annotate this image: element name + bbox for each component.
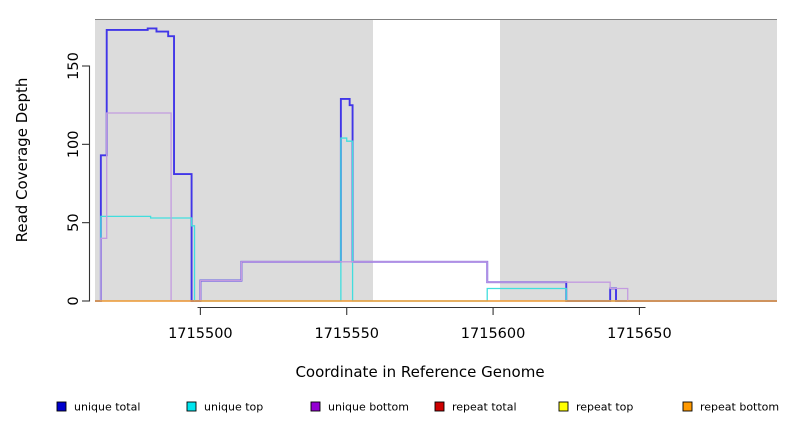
legend-label: unique total (74, 401, 140, 414)
legend-label: unique top (204, 401, 263, 414)
legend-swatch (186, 401, 197, 412)
x-tick-label: 1715600 (461, 326, 526, 342)
legend-label: repeat top (576, 401, 633, 414)
legend-swatch (310, 401, 321, 412)
legend-item-unique-top[interactable]: unique top (186, 401, 263, 414)
legend-item-repeat-bottom[interactable]: repeat bottom (682, 401, 779, 414)
legend-item-repeat-top[interactable]: repeat top (558, 401, 633, 414)
legend-swatch (434, 401, 445, 412)
chart-legend: unique total unique top unique bottom repea… (56, 401, 779, 414)
legend-item-unique-bottom[interactable]: unique bottom (310, 401, 409, 414)
legend-swatch (558, 401, 569, 412)
legend-swatch (56, 401, 67, 412)
y-tick-label: 50 (66, 213, 82, 231)
x-axis-ticks (199, 307, 640, 315)
legend-label: repeat total (452, 401, 517, 414)
x-tick-label: 1715650 (607, 326, 672, 342)
y-tick-label: 150 (66, 52, 82, 80)
legend-item-unique-total[interactable]: unique total (56, 401, 140, 414)
y-tick-label: 100 (66, 130, 82, 158)
series-unique-bottom (95, 112, 777, 302)
y-tick-label: 0 (66, 296, 82, 305)
y-axis-tick-labels: 0 50 100 150 (66, 52, 82, 305)
x-axis-title: Coordinate in Reference Genome (295, 363, 544, 381)
legend-item-repeat-total[interactable]: repeat total (434, 401, 517, 414)
legend-swatch (682, 401, 693, 412)
axes (82, 65, 646, 315)
y-axis-title: Read Coverage Depth (13, 78, 31, 243)
plot-background (95, 19, 777, 301)
x-tick-label: 1715550 (314, 326, 379, 342)
legend-label: unique bottom (328, 401, 409, 414)
x-axis-tick-labels: 1715500 1715550 1715600 1715650 (168, 326, 672, 342)
legend-label: repeat bottom (700, 401, 779, 414)
y-axis-ticks (82, 65, 90, 302)
x-tick-label: 1715500 (168, 326, 233, 342)
series-layer (95, 27, 777, 302)
